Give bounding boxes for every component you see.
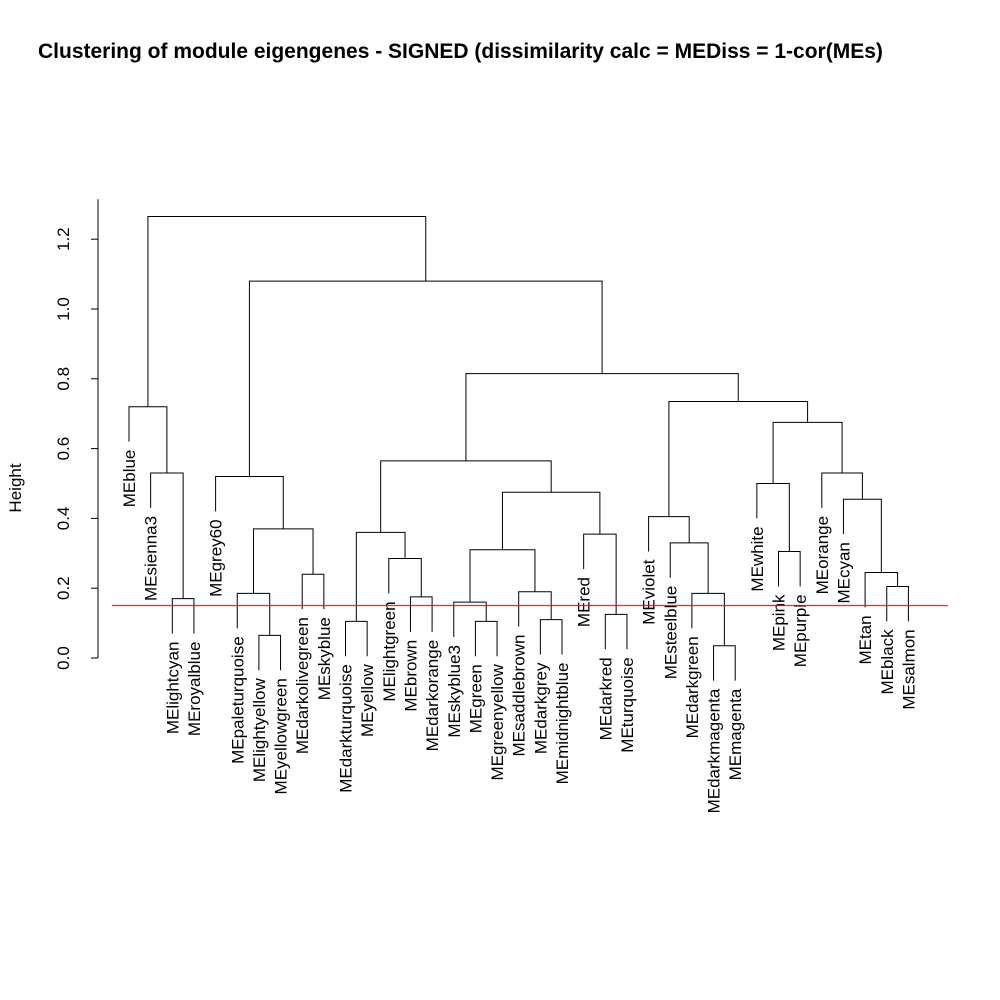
y-tick-label: 0.8 [54, 367, 73, 391]
leaf-label: MEdarkorange [423, 640, 442, 752]
dendrogram-merge [886, 585, 909, 622]
y-tick-label: 1.2 [54, 227, 73, 251]
dendrogram-merge [171, 598, 195, 634]
leaf-label: MEyellow [358, 664, 377, 737]
dendrogram-merge [147, 216, 427, 407]
y-tick-label: 0.4 [54, 507, 73, 531]
dendrogram-merge [501, 491, 601, 550]
dendrogram-merge [713, 645, 736, 681]
leaf-label: MEturquoise [618, 657, 637, 752]
leaf-label: MEgrey60 [207, 519, 226, 596]
leaf-label: MEgreenyellow [488, 664, 507, 781]
dendrogram-merge [821, 472, 863, 508]
leaf-label: MElightyellow [250, 678, 269, 783]
leaf-label: MEblue [120, 450, 139, 508]
dendrogram-merge [252, 528, 314, 594]
dendrogram-merge [301, 573, 325, 610]
leaf-label: MEcyan [834, 542, 853, 603]
dendrogram-merge [778, 551, 801, 587]
dendrogram-merge [380, 460, 552, 533]
leaf-label: MEroyalblue [185, 642, 204, 737]
leaf-label: MEviolet [640, 559, 659, 624]
dendrogram-merge [864, 571, 899, 608]
dendrogram-links [128, 216, 909, 681]
leaf-label: MEpurple [791, 594, 810, 667]
dendrogram-merge [648, 516, 690, 552]
dendrogram-merge [668, 400, 809, 517]
leaf-label: MEblack [878, 629, 897, 695]
leaf-label: MEdarkgrey [531, 662, 550, 754]
dendrogram-merge [388, 558, 422, 597]
leaf-label: MEsalmon [899, 629, 918, 709]
leaf-label: MEsaddlebrown [510, 635, 529, 757]
leaf-label: MEpaleturquoise [228, 636, 247, 764]
leaf-label: MEpink [770, 594, 789, 651]
leaf-label: MEgreen [466, 664, 485, 733]
leaf-label: MEdarkolivegreen [293, 617, 312, 754]
leaf-label: MEdarkmagenta [705, 688, 724, 813]
y-axis: 0.0 0.2 0.4 0.6 0.8 1.0 1.2 [54, 199, 99, 670]
leaf-label: MEmagenta [726, 688, 745, 780]
leaf-label: MEred [575, 577, 594, 627]
leaf-label: MEskyblue3 [445, 645, 464, 738]
chart-title: Clustering of module eigengenes - SIGNED… [38, 40, 883, 63]
dendrogram-merge [409, 596, 433, 632]
leaf-label: MEyellowgreen [272, 678, 291, 794]
y-tick-label: 0.2 [54, 576, 73, 600]
dendrogram-merge [248, 280, 603, 477]
dendrogram-merge [345, 620, 368, 657]
leaf-label: MEbrown [401, 640, 420, 712]
dendrogram-merge [772, 421, 843, 484]
dendrogram-merge [518, 591, 552, 627]
leaf-label: MEmidnightblue [553, 663, 572, 785]
leaf-label: MEdarkgreen [683, 636, 702, 738]
y-tick-label: 0.6 [54, 437, 73, 461]
dendrogram-merge [236, 592, 271, 636]
dendrogram-merge [604, 613, 628, 650]
dendrogram-merge [258, 634, 282, 671]
leaf-label: MElightcyan [163, 642, 182, 735]
leaf-label: MEskyblue [315, 617, 334, 700]
leaf-label: MEorange [813, 516, 832, 594]
dendrogram-merge [474, 620, 498, 657]
leaf-label: MEsteelblue [661, 586, 680, 680]
y-axis-label: Height [6, 463, 25, 512]
leaf-label: MEwhite [748, 526, 767, 591]
y-tick-label: 0.0 [54, 646, 73, 670]
leaf-label: MEsienna3 [142, 516, 161, 601]
dendrogram-merge [453, 601, 487, 638]
y-tick-label: 1.0 [54, 297, 73, 321]
leaf-label: MElightgreen [380, 601, 399, 701]
dendrogram-merge [465, 373, 739, 461]
leaf-label: MEdarkturquoise [337, 664, 356, 793]
dendrogram-merge [469, 549, 536, 603]
dendrogram-merge [215, 476, 284, 529]
dendrogram-merge [539, 619, 563, 655]
leaf-label: MEtan [856, 615, 875, 664]
leaf-label: MEdarkred [596, 657, 615, 740]
